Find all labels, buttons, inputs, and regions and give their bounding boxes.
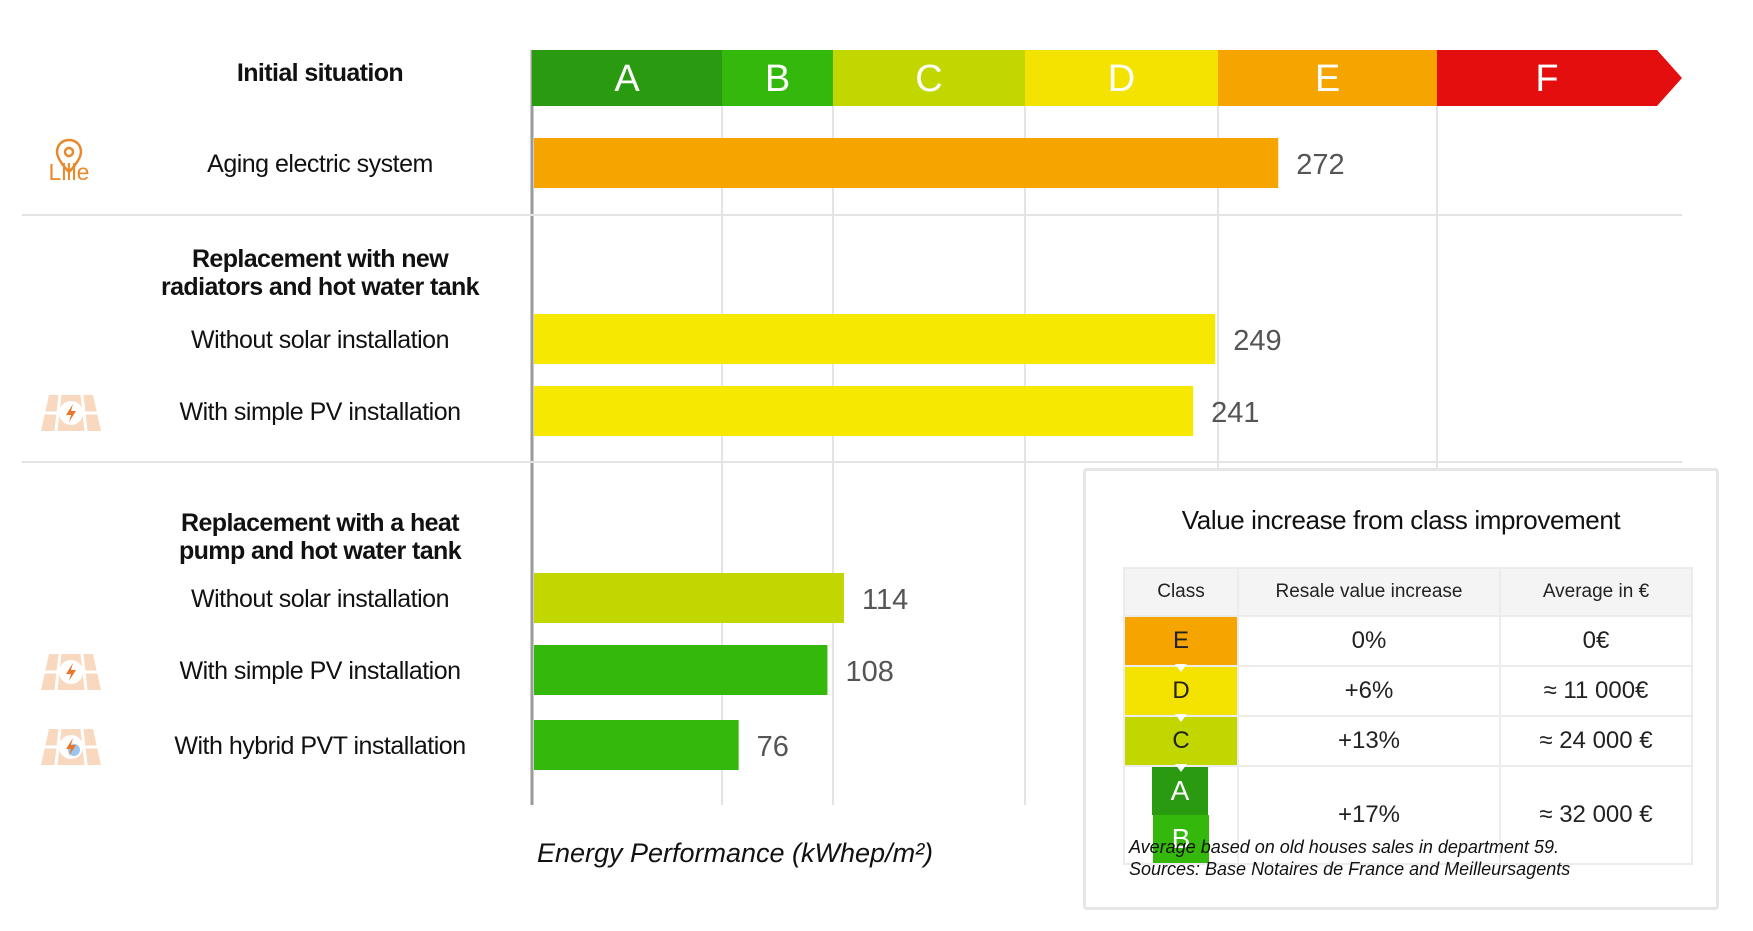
class-label-f: F — [1535, 58, 1558, 100]
location-label: Lille — [49, 159, 90, 185]
panel-title: Value increase from class improvement — [1181, 505, 1621, 535]
class-label-d: D — [1108, 58, 1135, 100]
row-label: With simple PV installation — [179, 657, 460, 685]
value-increase-panel: Value increase from class improvement Cl… — [1083, 468, 1719, 910]
header-resale-increase: Resale value increase — [1237, 567, 1501, 617]
bar-value-label: 108 — [845, 656, 893, 688]
class-label-c: C — [915, 58, 942, 100]
increase-cell: +17% — [1237, 765, 1501, 865]
pin-outline — [55, 138, 83, 174]
average-cell: ≈ 32 000 € — [1499, 765, 1693, 865]
scenario-rows: Lille Initial situation Aging electric sys… — [41, 59, 1345, 770]
class-label-e: E — [1315, 58, 1340, 100]
row-label: With hybrid PVT installation — [174, 732, 465, 760]
note-average: Average based on old houses sales in dep… — [1129, 837, 1559, 857]
panel-grid — [54, 728, 62, 766]
class-cell-c: C — [1123, 715, 1239, 772]
class-band-f — [1437, 50, 1682, 106]
bar — [534, 645, 828, 695]
header-class: Class — [1123, 567, 1239, 617]
bar-value-label: 114 — [862, 584, 908, 616]
section-heading: Initial situation — [237, 59, 403, 87]
table-row: E 0% 0€ — [1123, 615, 1693, 672]
row-label: Without solar installation — [191, 326, 449, 354]
average-cell: 0€ — [1499, 615, 1693, 667]
section-heading: Replacement with new — [192, 245, 449, 273]
table-notes: Average based on old houses sales in dep… — [1129, 836, 1570, 880]
average-cell: ≈ 11 000€ — [1499, 665, 1693, 717]
row-label: Without solar installation — [191, 585, 449, 613]
pv-panel-icon — [41, 394, 101, 432]
panel-grid — [54, 394, 62, 432]
class-label-b: B — [765, 58, 790, 100]
class-cell-d: D — [1123, 665, 1239, 722]
pv-panel-icon — [41, 653, 101, 691]
increase-cell: +13% — [1237, 715, 1501, 767]
class-cell-a: A — [1152, 767, 1210, 815]
bar — [534, 573, 844, 623]
pvt-panel-icon — [41, 728, 101, 766]
bar — [534, 138, 1279, 188]
bar-value-label: 241 — [1211, 397, 1259, 429]
class-band-c — [833, 50, 1026, 106]
bar-value-label: 249 — [1233, 325, 1281, 357]
value-increase-table: Class Resale value increase Average in €… — [1123, 567, 1693, 865]
row-label: Aging electric system — [207, 150, 433, 178]
section-heading: Replacement with a heat — [181, 509, 460, 537]
table-row: C +13% ≈ 24 000 € — [1123, 715, 1693, 772]
bolt — [66, 738, 76, 756]
header-average: Average in € — [1499, 567, 1693, 617]
class-band-a — [532, 50, 723, 106]
class-label-a: A — [614, 58, 640, 100]
location-pin-icon — [55, 138, 83, 174]
increase-cell: +6% — [1237, 665, 1501, 717]
energy-class-ribbon: A B C D E F — [532, 50, 1682, 106]
pin-dot — [63, 146, 75, 158]
average-cell: ≈ 24 000 € — [1499, 715, 1693, 767]
increase-cell: 0% — [1237, 615, 1501, 667]
section-heading: radiators and hot water tank — [161, 273, 480, 301]
panel-grid — [54, 653, 62, 691]
class-cell-e: E — [1123, 615, 1239, 672]
table-row: AB +17% ≈ 32 000 € — [1123, 765, 1693, 865]
bar-value-label: 272 — [1296, 149, 1344, 181]
class-band-d — [1025, 50, 1219, 106]
class-gridlines — [22, 50, 1682, 805]
bar — [534, 720, 739, 770]
x-axis-label: Energy Performance (kWhep/m²) — [537, 838, 933, 868]
bar — [534, 386, 1194, 436]
note-sources: Sources: Base Notaires de France and Mei… — [1129, 859, 1571, 879]
row-label: With simple PV installation — [179, 398, 460, 426]
class-band-e — [1218, 50, 1438, 106]
panel-grid — [80, 653, 88, 691]
bar — [534, 314, 1216, 364]
table-row: D +6% ≈ 11 000€ — [1123, 665, 1693, 722]
section-heading: pump and hot water tank — [179, 537, 462, 565]
class-cell-b: B — [1153, 815, 1209, 863]
bar-value-label: 76 — [757, 731, 789, 763]
panel-grid — [80, 394, 88, 432]
class-band-b — [722, 50, 834, 106]
panel-grid — [80, 728, 88, 766]
table-header-row: Class Resale value increase Average in € — [1123, 567, 1693, 617]
class-cell-ab: AB — [1123, 765, 1239, 865]
bolt — [66, 663, 76, 681]
bolt — [66, 404, 76, 422]
